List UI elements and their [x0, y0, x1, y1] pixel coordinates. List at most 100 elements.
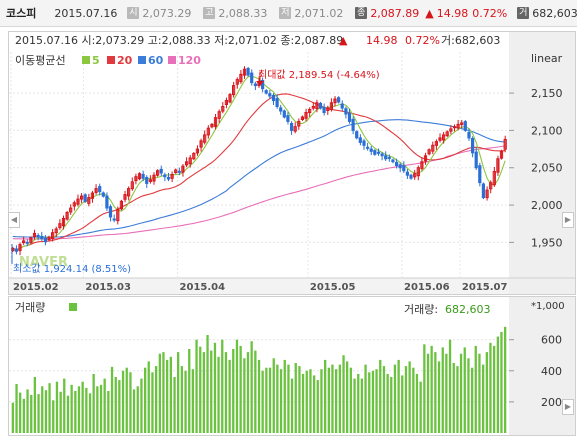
- volume-current-label: 거래량:: [404, 303, 438, 316]
- candle-body: [366, 146, 370, 149]
- candle-body: [152, 174, 156, 182]
- price-chart-panel: 1,950 2,000 2,050 2,100 2,150 2015.02 2015.03…: [8, 31, 576, 295]
- candle-body: [329, 102, 333, 110]
- volume-bar: [430, 345, 433, 433]
- volume-bar: [261, 370, 264, 433]
- candle-body: [192, 153, 196, 160]
- volume-bar: [202, 352, 205, 433]
- ma20-swatch: [107, 56, 115, 64]
- candle-body: [416, 167, 420, 177]
- price-tick-labels: 1,950 2,000 2,050 2,100 2,150: [531, 87, 563, 249]
- volume-bar: [88, 393, 92, 433]
- price-tick-label: 1,950: [531, 236, 563, 249]
- volume-bar: [360, 378, 363, 433]
- volume-bar: [357, 373, 360, 433]
- ma20-line: [12, 93, 506, 251]
- volume-bar: [320, 369, 323, 433]
- info-change-percent: 0.72%: [405, 34, 440, 47]
- volume-bar: [166, 359, 169, 433]
- volume-bar: [496, 336, 499, 433]
- volume-bar: [426, 353, 430, 433]
- volume-bar: [504, 326, 507, 433]
- volume-bar: [213, 342, 217, 433]
- index-name: 코스피: [6, 7, 37, 20]
- candle-body: [239, 73, 243, 83]
- candle-body: [326, 107, 330, 111]
- candle-body: [213, 117, 218, 127]
- candle-body: [119, 200, 124, 210]
- scroll-right-button[interactable]: ▶: [562, 212, 574, 228]
- close-badge: 종: [355, 7, 368, 19]
- scroll-left-button[interactable]: ◀: [8, 212, 20, 228]
- candle-body: [94, 188, 98, 193]
- volume-bar: [272, 358, 275, 433]
- volume-bar: [474, 345, 477, 433]
- price-axis-background: [509, 32, 575, 294]
- volume-current-value: 682,603: [445, 303, 491, 316]
- candle-body: [22, 240, 26, 244]
- volume-bar: [434, 352, 437, 433]
- candle-body: [405, 171, 409, 176]
- candle-body: [391, 159, 395, 163]
- candle-body: [188, 157, 192, 165]
- candle-body: [333, 98, 337, 104]
- volume-bar: [232, 349, 235, 433]
- volume-bar: [349, 367, 352, 433]
- volume-bar: [221, 339, 224, 433]
- candle-body: [58, 223, 62, 229]
- candle-body: [221, 106, 225, 112]
- date-tick-label: 2015.02: [13, 282, 59, 293]
- ma5-line: [12, 75, 506, 251]
- candle-body: [496, 158, 500, 173]
- candle-body: [467, 131, 471, 139]
- volume-bar: [118, 380, 121, 433]
- volume-bar: [279, 369, 283, 433]
- volume-cell: 거 682,603: [517, 7, 577, 20]
- volume-bar: [162, 352, 165, 433]
- candle-body: [351, 118, 355, 131]
- candle-body: [413, 173, 417, 178]
- scale-label[interactable]: linear: [531, 52, 563, 65]
- candle-body: [463, 121, 467, 131]
- price-grid: [9, 52, 514, 278]
- volume-bar: [452, 363, 455, 433]
- volume-bar: [445, 353, 448, 433]
- volume-bar: [144, 367, 147, 433]
- candle-body: [395, 161, 399, 166]
- volume-bar: [401, 375, 404, 433]
- candle-body: [210, 123, 214, 128]
- price-tick-label: 2,100: [531, 124, 563, 137]
- candle-body: [344, 108, 348, 115]
- volume-bar: [342, 355, 345, 433]
- volume-bar: [243, 358, 246, 433]
- candle-body: [268, 93, 272, 97]
- volume-bar: [471, 367, 474, 433]
- volume-bar: [92, 373, 95, 433]
- max-marker-arrow: [256, 81, 264, 86]
- volume-bar: [368, 372, 371, 433]
- min-annotation: 최소값 1,924.14 (8.51%): [13, 263, 131, 275]
- volume-bar: [364, 364, 367, 433]
- candle-body: [61, 218, 66, 227]
- volume-scroll-button[interactable]: ▶: [562, 399, 574, 415]
- candle-body: [166, 176, 171, 180]
- candle-body: [358, 137, 362, 143]
- volume-bar: [217, 356, 220, 433]
- volume-bar: [19, 392, 22, 433]
- volume-bar: [180, 366, 183, 433]
- volume-bar: [338, 364, 341, 433]
- candle-body: [279, 107, 283, 112]
- candle-body: [185, 161, 189, 166]
- volume-bar: [324, 359, 327, 433]
- max-annotation: 최대값 2,189.54 (-4.64%): [258, 69, 380, 81]
- candle-body: [300, 116, 304, 120]
- candle-body: [398, 164, 402, 169]
- candle-body: [14, 248, 19, 252]
- volume-bar: [184, 370, 187, 433]
- candle-body: [156, 170, 160, 176]
- info-volume: 거:682,603: [441, 34, 500, 47]
- candle-body: [474, 151, 478, 169]
- candles: [11, 66, 507, 256]
- candle-body: [460, 122, 464, 125]
- candle-body: [148, 179, 153, 182]
